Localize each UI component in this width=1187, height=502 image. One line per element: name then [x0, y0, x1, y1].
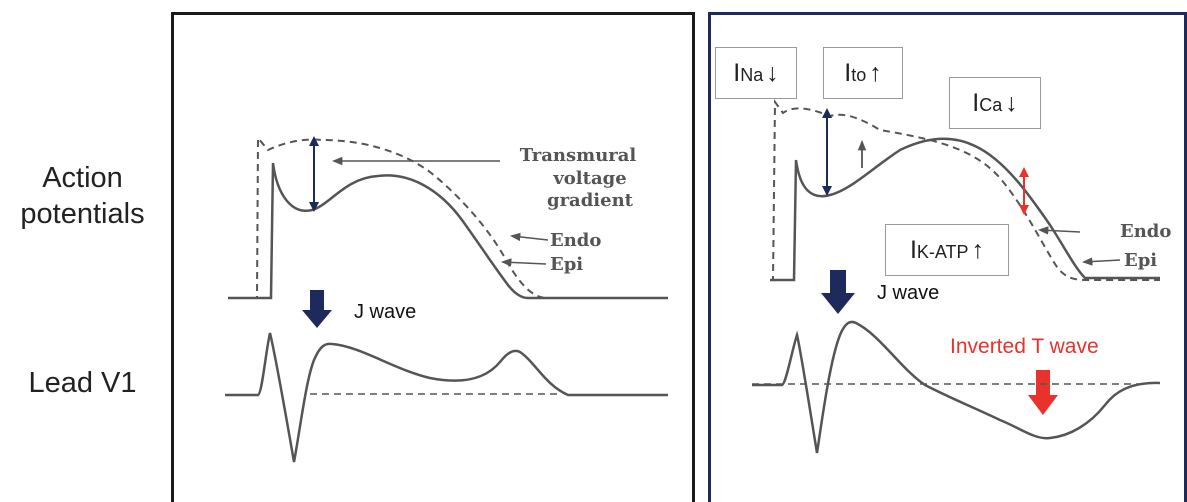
ito-subscript: to [851, 64, 867, 85]
left-j-wave-arrow [302, 290, 332, 328]
left-endo-ap-trace [228, 135, 668, 299]
left-gradient-label-line2: voltage [552, 168, 626, 189]
right-j-wave-arrow [821, 270, 855, 314]
ikatp-symbol: I [909, 235, 917, 264]
right-panel-frame [708, 12, 1187, 502]
inverted-t-wave-label: Inverted T wave [950, 335, 1099, 358]
ikatp-increase-box: I K-ATP ↑ [885, 224, 1009, 276]
right-endo-pointer [1037, 226, 1081, 235]
right-epi-ap-trace [770, 137, 1160, 282]
ica-subscript: Ca [979, 94, 1003, 115]
ina-decrease-box: I Na ↓ [715, 47, 797, 99]
inverted-t-wave-arrow [1028, 370, 1058, 415]
left-gradient-label-line3: gradient [547, 190, 634, 211]
right-epi-pointer [1081, 257, 1121, 266]
left-ecg-trace [225, 332, 668, 463]
left-endo-label: Endo [550, 230, 601, 251]
right-epi-label: Epi [1124, 250, 1157, 271]
ito-symbol: I [844, 58, 852, 87]
action-potentials-label-line1: Action [42, 162, 123, 194]
up-arrow-icon: ↑ [869, 58, 882, 87]
down-arrow-icon: ↓ [1005, 88, 1018, 117]
up-arrow-icon: ↑ [971, 235, 985, 264]
lead-v1-label: Lead V1 [28, 367, 137, 399]
left-j-wave-label: J wave [354, 301, 416, 323]
action-potentials-label-line2: potentials [20, 198, 145, 231]
ina-symbol: I [733, 58, 741, 87]
left-endo-pointer [509, 232, 549, 242]
right-endo-ap-trace [770, 98, 1160, 281]
right-endo-label: Endo [1120, 221, 1171, 242]
left-epi-pointer [500, 258, 547, 267]
right-ecg-trace [752, 320, 1161, 454]
action-potentials-label: Action potentials [0, 160, 165, 233]
ica-symbol: I [972, 88, 980, 117]
ikatp-subscript: K-ATP [916, 241, 969, 262]
down-arrow-icon: ↓ [766, 58, 779, 87]
left-gradient-label-line1: Transmural [520, 145, 637, 166]
left-epi-ap-trace [228, 162, 668, 300]
left-epi-label: Epi [550, 254, 583, 275]
left-panel-frame [171, 12, 695, 502]
ina-subscript: Na [740, 64, 764, 85]
ica-decrease-box: I Ca ↓ [949, 77, 1041, 129]
diagram-canvas: Transmural voltage gradient Endo Epi J w… [225, 98, 1171, 463]
right-j-wave-label: J wave [877, 282, 939, 304]
